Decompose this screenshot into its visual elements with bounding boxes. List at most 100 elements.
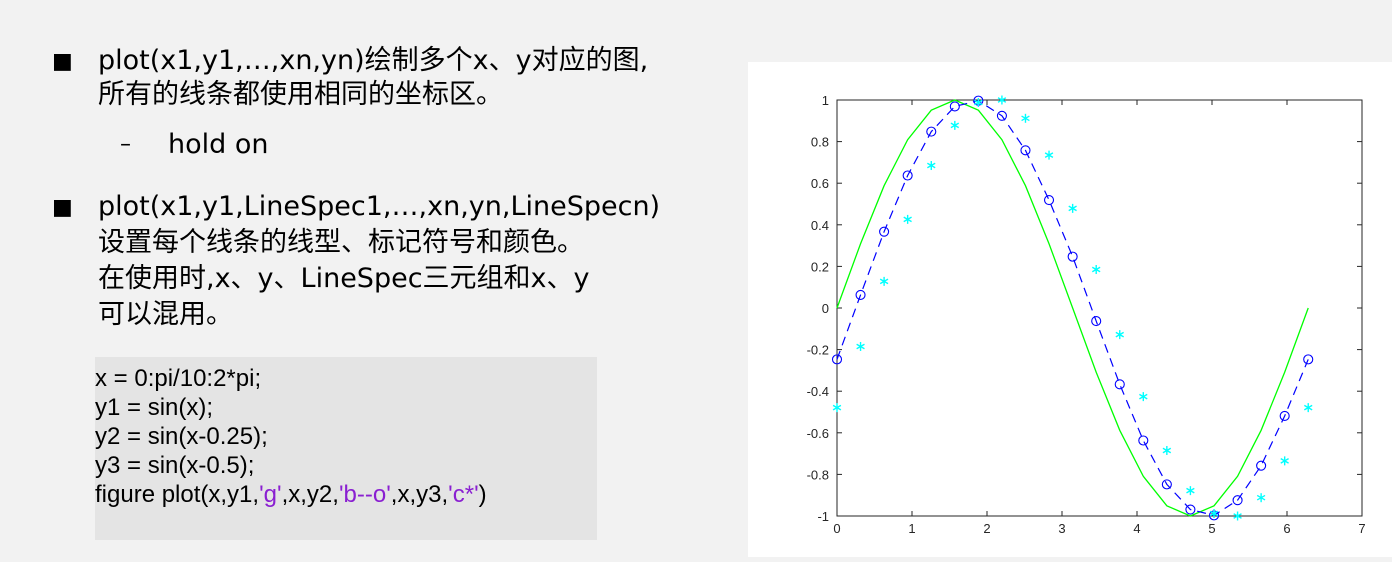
sine-plot: 0 1 2 3 4 5 6 7 -1 -0.8 -0.6 -0.4 -0.2 0 0.2 0.4 0.6 0.8 1 <box>807 93 1366 536</box>
circle-marker <box>996 110 1007 121</box>
bullet-2-line-3: 在使用时,x、y、LineSpec三元组和x、y <box>98 263 590 294</box>
bullet-2-line-1: plot(x1,y1,LineSpec1,…,xn,yn,LineSpecn) <box>98 191 661 222</box>
code-text: ) <box>478 481 487 508</box>
circle-marker <box>879 226 890 237</box>
asterisk-marker <box>1256 493 1266 503</box>
asterisk-stroke <box>927 162 936 169</box>
code-string: 'g' <box>259 481 282 508</box>
asterisk-marker <box>856 341 865 351</box>
bullet-marker: ■ <box>52 195 73 220</box>
y-tick-label: -0.6 <box>807 426 829 441</box>
circle-marker <box>1067 251 1078 262</box>
asterisk-stroke <box>1280 458 1289 464</box>
code-line: y2 = sin(x-0.25); <box>95 423 268 450</box>
bullet-1-line-1: plot(x1,y1,…,xn,yn)绘制多个x、y对应的图, <box>98 45 649 76</box>
asterisk-stroke <box>997 97 1007 103</box>
asterisk-stroke <box>1256 494 1266 501</box>
asterisk-marker <box>1303 403 1313 413</box>
asterisk-marker <box>1233 511 1242 521</box>
x-tick-label: 4 <box>1133 521 1140 536</box>
asterisk-marker <box>1280 456 1289 466</box>
circle-marker <box>1256 460 1267 471</box>
y-tick-label: -0.8 <box>807 467 829 482</box>
asterisk-marker <box>1021 113 1030 123</box>
asterisk-stroke <box>1209 510 1219 517</box>
asterisk-marker <box>950 120 960 130</box>
y-tick-label: -0.2 <box>807 343 829 358</box>
y-tick-label: 0.6 <box>811 176 829 191</box>
code-string: 'b--o' <box>338 481 391 508</box>
asterisk-stroke <box>1115 331 1125 338</box>
x-tick-label: 6 <box>1283 521 1290 536</box>
circle-marker <box>1303 354 1314 365</box>
asterisk-stroke <box>832 404 842 411</box>
series-line-green <box>836 99 1309 517</box>
asterisk-marker <box>974 97 983 107</box>
asterisk-stroke <box>1303 404 1313 411</box>
circle-marker <box>926 126 937 137</box>
circle-marker <box>1279 410 1290 422</box>
asterisk-marker <box>1068 203 1077 213</box>
asterisk-marker <box>879 276 889 286</box>
bullet-marker: ■ <box>52 49 73 74</box>
circle-marker <box>855 289 866 300</box>
x-tick-label: 0 <box>833 521 840 536</box>
figure-panel: 0 1 2 3 4 5 6 7 -1 -0.8 -0.6 -0.4 -0.2 0 0.2 0.4 0.6 0.8 1 <box>748 62 1392 557</box>
circle-marker <box>1185 504 1196 515</box>
circle-marker <box>1138 435 1149 446</box>
circle-marker <box>1114 379 1125 390</box>
asterisk-marker <box>903 214 912 224</box>
y-tick-label: 0 <box>822 301 829 316</box>
sub-bullet-text: hold on <box>168 129 269 160</box>
code-string: 'c*' <box>448 481 479 508</box>
circle-marker <box>1161 479 1172 490</box>
asterisk-stroke <box>1021 115 1030 122</box>
series-line-blue-dashed <box>836 99 1309 517</box>
x-tick-label: 5 <box>1208 521 1215 536</box>
asterisk-stroke <box>1186 487 1195 494</box>
y-tick-label: 0.8 <box>811 135 829 150</box>
x-tick-label: 3 <box>1058 521 1065 536</box>
x-tick-label: 7 <box>1358 521 1365 536</box>
asterisk-marker <box>927 161 936 171</box>
circle-marker <box>902 170 913 181</box>
code-line: figure plot(x,y1,'g',x,y2,'b--o',x,y3,'c… <box>95 480 597 509</box>
plot-area <box>836 99 1363 517</box>
code-text: figure plot(x,y1, <box>95 481 260 508</box>
code-block: x = 0:pi/10:2*pi; y1 = sin(x); y2 = sin(… <box>95 357 597 540</box>
asterisk-stroke <box>1068 205 1077 212</box>
asterisk-stroke <box>1162 447 1172 454</box>
asterisk-stroke <box>856 343 865 350</box>
asterisk-stroke <box>1044 152 1054 158</box>
asterisk-marker <box>1162 445 1172 455</box>
circle-marker <box>949 101 960 112</box>
asterisk-stroke <box>1091 266 1101 273</box>
sub-bullet-marker: – <box>120 132 131 157</box>
asterisk-stroke <box>950 122 960 129</box>
x-tick-label: 2 <box>983 521 990 536</box>
asterisk-stroke <box>903 216 912 223</box>
y-tick-label: -1 <box>817 509 829 524</box>
code-line: y1 = sin(x); <box>95 394 214 421</box>
y-tick-label: 0.4 <box>811 218 829 233</box>
y-tick-label: 1 <box>822 93 829 108</box>
y-tick-label: -0.4 <box>807 384 829 399</box>
asterisk-marker <box>1186 486 1195 496</box>
code-line: y3 = sin(x-0.5); <box>95 452 255 479</box>
asterisk-marker <box>832 403 842 413</box>
asterisk-stroke <box>879 278 889 285</box>
x-tick-label: 1 <box>908 521 915 536</box>
circle-marker <box>1043 194 1055 206</box>
circle-marker <box>1232 495 1243 506</box>
y-tick-label: 0.2 <box>811 259 829 274</box>
code-text: ,x,y2, <box>281 481 339 508</box>
bullet-1-line-2: 所有的线条都使用相同的坐标区。 <box>98 79 503 110</box>
asterisk-marker <box>1091 265 1101 275</box>
circle-marker <box>831 354 843 365</box>
code-line: x = 0:pi/10:2*pi; <box>95 365 262 392</box>
asterisk-stroke <box>1139 393 1148 400</box>
asterisk-marker <box>1115 330 1125 340</box>
asterisk-marker <box>1044 150 1054 160</box>
asterisk-marker <box>1209 509 1219 519</box>
bullet-2-line-2: 设置每个线条的线型、标记符号和颜色。 <box>98 227 584 258</box>
